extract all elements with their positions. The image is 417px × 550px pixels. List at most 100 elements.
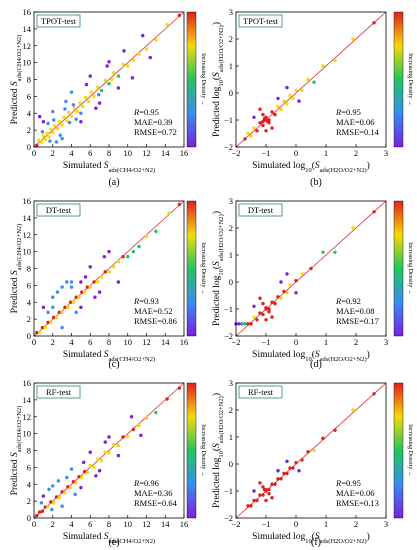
data-point [92,94,96,99]
data-point [107,82,111,86]
data-point [71,300,76,304]
y-tick-label: 3 [229,196,233,206]
x-tick-label: 2 [354,148,358,158]
plot-frame [235,382,387,519]
x-axis-label: Simulated Sads(CH4/O2+N2) [63,350,155,363]
y-tick-label: 12 [23,41,32,51]
data-point [63,107,67,111]
data-point [68,485,73,490]
data-point [67,120,72,125]
y-axis-label: Predicted Sads(CH4/O2+N2) [10,35,23,125]
data-point [243,322,247,326]
data-point [237,322,241,326]
identity-line [235,11,387,148]
x-tick-label: 10 [124,148,133,158]
stat-line: MAE=0.36 [134,488,173,498]
colorbar [393,11,404,148]
data-point [66,485,70,489]
data-point [270,315,274,319]
data-point [43,137,47,142]
colorbar-label: Increasing Density → [407,424,413,477]
data-point [46,310,50,315]
data-point [121,62,125,67]
y-tick-label: 10 [23,247,32,257]
stat-line: MAE=0.06 [336,117,375,127]
data-point [96,457,100,461]
data-point [252,304,256,308]
data-point [74,117,78,121]
data-point [107,60,111,64]
data-point [116,280,121,284]
x-tick-label: 14 [161,337,170,347]
x-tick-label: 8 [107,148,111,158]
data-point [111,71,116,75]
data-point [372,392,376,396]
x-tick-label: 4 [69,519,74,529]
data-point [60,310,64,315]
data-point [262,116,267,121]
colorbar [186,382,197,519]
data-point [64,99,68,104]
data-point [85,470,90,475]
stat-line: R=0.96 [133,478,159,488]
data-point [39,501,44,505]
x-tick-label: 16 [180,337,189,347]
title-box [36,385,81,399]
y-tick-label: 16 [23,196,32,206]
y-tick-label: 0 [27,513,31,523]
y-tick-label: 0 [27,331,31,341]
data-point [84,82,89,87]
data-point [81,460,86,465]
data-point [255,318,259,322]
data-point [107,435,111,439]
x-tick-label: 8 [107,519,111,529]
x-tick-label: 3 [384,337,388,347]
y-tick-label: 16 [23,378,32,388]
panel-label: (a) [108,177,119,188]
stat-line: MAE=0.39 [134,117,173,127]
data-point [137,244,141,249]
data-point [74,310,78,315]
data-point [291,96,295,101]
data-point [273,482,277,486]
stat-line: MAE=0.06 [336,488,375,498]
data-point [54,315,59,320]
data-point [300,458,304,462]
y-tick-label: 12 [23,230,32,240]
data-point [79,485,83,490]
y-tick-label: 0 [229,277,233,287]
data-point [288,466,292,470]
data-point [273,301,277,306]
panel-title: TPOT-test [243,16,279,26]
data-point [80,475,84,480]
colorbar-label: Increasing Density → [407,242,413,295]
data-point [49,500,53,504]
data-point [35,143,39,148]
data-point [321,64,325,68]
data-point [131,427,136,432]
y-tick-label: 16 [23,7,32,17]
panel-0: 0 2 4 6 8 10 12 14 16 0 2 4 6 8 10 12 14 16 Simulated Sads… [10,7,206,188]
data-point [55,290,60,294]
data-point [63,305,67,310]
data-point [65,119,69,123]
data-point [261,493,265,497]
y-tick-label: 3 [229,7,233,17]
data-point [83,95,88,99]
data-point [74,480,78,485]
x-tick-label: 16 [180,519,189,529]
data-point [285,272,289,276]
x-tick-label: 6 [88,337,92,347]
data-point [74,295,78,299]
data-point [48,139,52,143]
colorbar-label: Increasing Density → [200,424,206,477]
x-tick-label: 8 [107,337,111,347]
data-point [177,13,182,18]
data-point [79,119,83,124]
data-point [294,460,298,465]
data-point [264,129,268,133]
data-point [69,467,74,471]
x-axis-label: Simulated log10(Sads(H2O/O2+N2)) [252,531,370,545]
x-axis-label: Simulated log10(Sads(H2O/O2+N2)) [252,160,370,174]
